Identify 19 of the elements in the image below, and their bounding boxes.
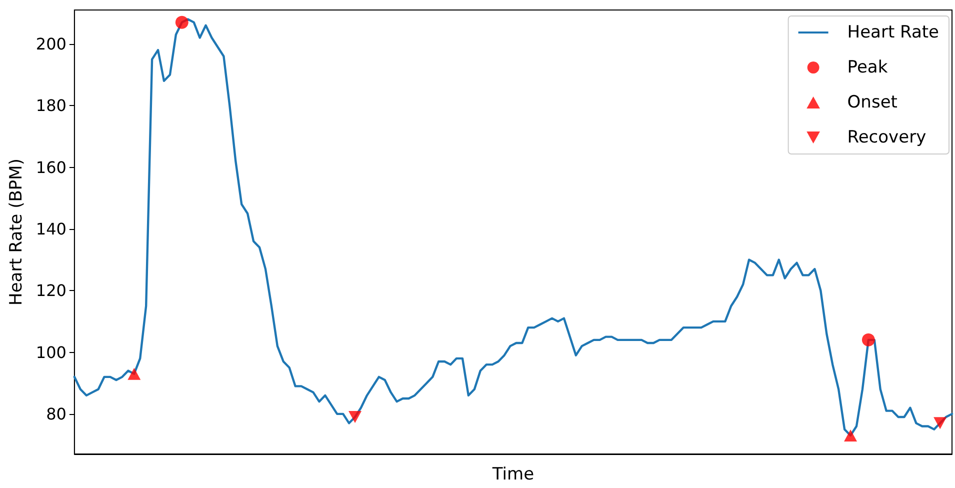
x-axis-title: Time xyxy=(491,464,534,484)
y-tick-label: 100 xyxy=(36,342,66,362)
point xyxy=(844,430,858,442)
legend-label: Peak xyxy=(847,58,888,78)
y-tick-label: 200 xyxy=(36,34,66,54)
point xyxy=(934,417,947,430)
y-tick-label: 180 xyxy=(36,96,66,116)
legend-label: Heart Rate xyxy=(847,22,940,42)
y-tick-label: 120 xyxy=(36,281,66,300)
point xyxy=(128,368,141,380)
point xyxy=(175,16,188,29)
y-tick-label: 80 xyxy=(46,404,66,424)
y-tick-label: 160 xyxy=(36,158,66,177)
legend-label: Onset xyxy=(847,92,898,112)
legend-label: Recovery xyxy=(847,128,926,148)
point xyxy=(348,411,362,423)
y-axis-title: Heart Rate (BPM) xyxy=(6,158,26,306)
point xyxy=(862,333,875,346)
y-tick-label: 140 xyxy=(36,219,66,238)
